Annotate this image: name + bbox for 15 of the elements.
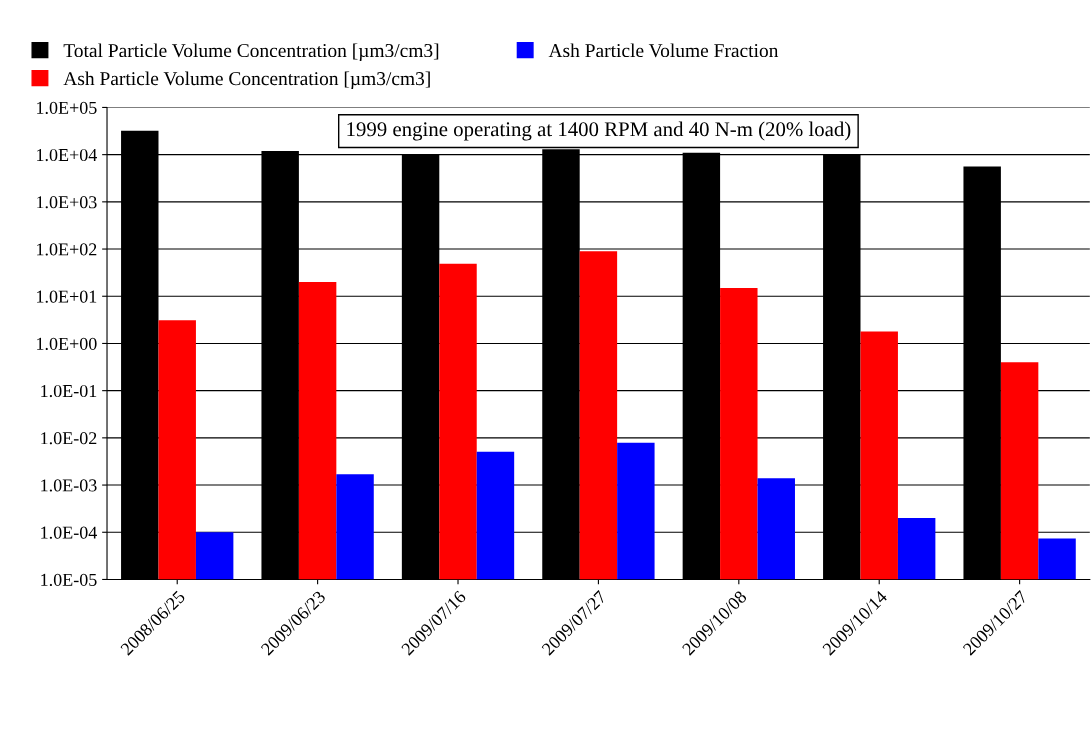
y-tick-label: 1.0E-05 <box>41 573 97 586</box>
legend-label: Total Particle Volume Concentration [µm3/cm3] <box>63 43 439 62</box>
y-tick-label: 1.0E+03 <box>37 196 97 209</box>
y-tick-label: 1.0E+02 <box>37 243 97 256</box>
y-tick-label: 1.0E-04 <box>41 526 98 539</box>
y-tick-label: 1.0E+04 <box>37 148 98 162</box>
y-tick-label: 1.0E+01 <box>37 290 97 303</box>
text: 1999 engine operating at 1400 RPM and 40 N-m (20% load) <box>347 121 851 141</box>
y-tick-label: 1.0E+00 <box>37 337 97 350</box>
y-tick-label: 1.0E+05 <box>37 101 97 114</box>
legend-label: Ash Particle Volume Fraction <box>548 43 779 58</box>
y-tick-label: 1.0E-02 <box>41 432 97 445</box>
y-tick-label: 1.0E-01 <box>41 384 97 398</box>
y-tick-label: 1.0E-03 <box>41 479 97 492</box>
legend-label: Ash Particle Volume Concentration [µm3/cm3] <box>63 71 430 90</box>
